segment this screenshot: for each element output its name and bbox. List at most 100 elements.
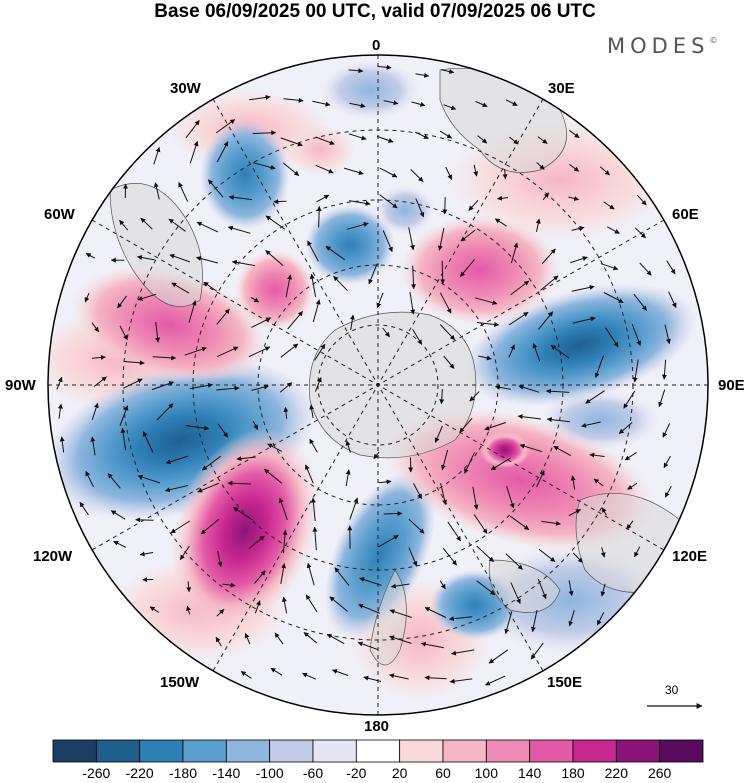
colorbar-tick-label: -60 xyxy=(302,765,324,781)
colorbar-tick-label: 140 xyxy=(517,765,542,781)
wind-arrow xyxy=(539,275,559,291)
wind-arrow xyxy=(119,325,128,341)
wind-arrow xyxy=(408,547,418,567)
wind-arrow xyxy=(603,292,624,304)
wind-arrow xyxy=(216,346,239,358)
wind-arrow xyxy=(389,673,409,680)
wind-arrow xyxy=(538,548,556,562)
wind-arrow xyxy=(250,296,260,303)
wind-arrow xyxy=(581,421,601,428)
wind-arrow xyxy=(666,260,676,275)
wind-arrow xyxy=(305,464,314,484)
colorbar-tick-label: 100 xyxy=(474,765,499,781)
colorbar-swatch xyxy=(659,739,704,763)
wind-arrow xyxy=(474,297,498,306)
wind-arrow xyxy=(334,567,350,587)
wind-arrow xyxy=(93,376,107,387)
wind-arrow xyxy=(639,262,652,276)
wind-arrow xyxy=(326,633,345,645)
wind-arrow xyxy=(600,583,606,597)
wind-arrow xyxy=(84,292,90,303)
map-border xyxy=(47,54,709,716)
wind-arrow xyxy=(600,263,619,271)
wind-arrow xyxy=(390,583,410,589)
wind-arrow xyxy=(215,636,222,647)
wind-arrow xyxy=(494,218,507,227)
colorbar-tick-label: 260 xyxy=(647,765,672,781)
wind-arrow xyxy=(314,343,326,361)
wind-arrow xyxy=(309,438,318,453)
wind-arrow xyxy=(231,259,256,267)
wind-arrow xyxy=(85,470,94,488)
wind-arrow xyxy=(415,198,425,218)
wind-arrow xyxy=(122,378,143,389)
wind-arrow xyxy=(658,389,666,408)
label-150w: 150W xyxy=(160,674,200,691)
wind-arrow xyxy=(505,553,523,570)
wind-arrow xyxy=(171,282,190,294)
wind-arrow xyxy=(519,443,543,453)
wind-arrow xyxy=(164,485,188,493)
wind-arrow xyxy=(56,376,63,390)
wind-arrow xyxy=(530,609,538,633)
colorbar xyxy=(52,739,704,763)
wind-arrow xyxy=(170,520,190,534)
wind-arrow xyxy=(389,609,412,618)
colorbar-tick-label: 220 xyxy=(604,765,629,781)
wind-arrow xyxy=(413,483,423,500)
wind-arrow xyxy=(139,551,154,557)
wind-arrow xyxy=(315,164,334,174)
wind-arrow xyxy=(348,68,364,74)
wind-arrow xyxy=(464,452,475,474)
wind-arrow xyxy=(508,344,515,358)
wind-arrow xyxy=(585,390,605,404)
wind-arrow xyxy=(110,510,126,520)
wind-arrow xyxy=(510,582,521,605)
wind-arrow xyxy=(252,162,276,170)
wind-arrow xyxy=(506,485,515,509)
wind-arrow xyxy=(287,311,303,330)
wind-arrow xyxy=(117,295,127,309)
wind-arrow xyxy=(484,422,506,431)
wind-arrow xyxy=(383,511,403,517)
wind-arrow xyxy=(508,311,529,326)
colorbar-tick-label: -180 xyxy=(168,765,198,781)
wind-arrow xyxy=(307,240,319,262)
wind-arrow xyxy=(267,443,283,452)
label-120e: 120E xyxy=(672,548,708,565)
wind-arrow xyxy=(599,166,610,176)
wind-arrow xyxy=(156,403,174,421)
wind-vectors xyxy=(56,64,677,686)
wind-arrow xyxy=(434,425,443,443)
wind-arrow xyxy=(662,423,671,438)
wind-arrow xyxy=(314,377,322,392)
wind-arrow xyxy=(538,311,554,330)
wind-arrow xyxy=(279,382,293,393)
wind-arrow xyxy=(424,607,447,618)
wind-arrow xyxy=(601,507,607,516)
wind-arrow xyxy=(165,455,189,465)
wind-arrow xyxy=(196,221,219,233)
wind-arrow xyxy=(349,497,359,520)
wind-arrow xyxy=(449,678,473,684)
wind-arrow xyxy=(571,226,585,231)
wind-arrow xyxy=(490,457,511,471)
wind-arrow xyxy=(570,475,576,490)
wind-arrow xyxy=(264,468,283,484)
wind-arrow xyxy=(379,194,398,209)
wind-arrow xyxy=(568,196,580,201)
colorbar-swatch xyxy=(182,739,227,763)
wind-arrow xyxy=(478,355,492,361)
wind-arrow xyxy=(120,427,127,451)
wind-arrow xyxy=(408,518,425,534)
wind-arrow xyxy=(476,322,500,327)
colorbar-swatch xyxy=(225,739,271,763)
wind-arrow xyxy=(358,603,381,614)
wind-arrow xyxy=(537,579,547,600)
wind-arrow xyxy=(409,291,416,315)
wind-arrow xyxy=(265,250,284,266)
wind-arrow xyxy=(265,215,286,230)
wind-arrow xyxy=(541,520,561,526)
colorbar-tick-label: 60 xyxy=(435,765,451,781)
colorbar-swatch xyxy=(442,739,487,763)
